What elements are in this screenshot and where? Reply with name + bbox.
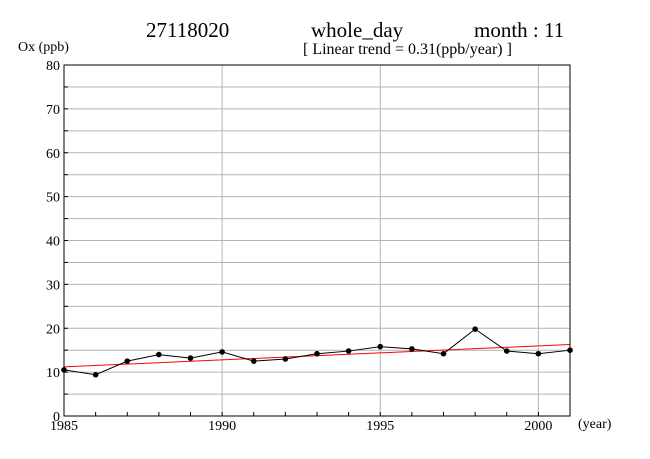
x-tick-label: 1985	[50, 419, 78, 434]
x-tick-label: 1990	[208, 419, 236, 434]
y-tick-label: 10	[46, 366, 60, 381]
data-point	[219, 349, 225, 355]
y-tick-label: 70	[46, 103, 60, 118]
trend-label: [ Linear trend = 0.31(ppb/year) ]	[303, 41, 512, 58]
period-label: whole_day	[311, 18, 404, 42]
data-point	[440, 350, 447, 357]
data-point	[156, 351, 162, 358]
data-point	[187, 355, 194, 361]
tick-labels: 0 10 20 30 40 50 60 70 80 1985 1990 1995 2000	[46, 59, 571, 434]
y-axis-label: Ox (ppb)	[18, 40, 69, 55]
grid	[64, 65, 570, 416]
data-point	[472, 326, 478, 332]
data-point	[409, 346, 415, 352]
x-tick-label: 1995	[366, 419, 394, 434]
data-point	[92, 371, 99, 378]
data-point	[503, 348, 510, 354]
data-point	[124, 358, 131, 364]
y-tick-label: 0	[53, 410, 60, 425]
data-point	[535, 350, 542, 357]
y-tick-label: 50	[46, 191, 60, 206]
x-tick-label: 2000	[524, 419, 552, 434]
y-tick-label: 80	[46, 59, 60, 74]
y-tick-label: 20	[46, 322, 60, 337]
data-point	[345, 348, 352, 354]
data-point	[377, 343, 384, 350]
data-point	[314, 350, 320, 357]
station-id: 27118020	[146, 18, 230, 42]
series-layer	[61, 326, 573, 378]
y-tick-label: 60	[46, 147, 60, 162]
y-tick-label: 40	[46, 235, 60, 250]
data-point	[250, 358, 257, 364]
y-tick-label: 30	[46, 278, 60, 293]
x-axis-label: (year)	[578, 417, 612, 432]
data-point	[282, 356, 289, 362]
month-label: month : 11	[474, 18, 565, 42]
